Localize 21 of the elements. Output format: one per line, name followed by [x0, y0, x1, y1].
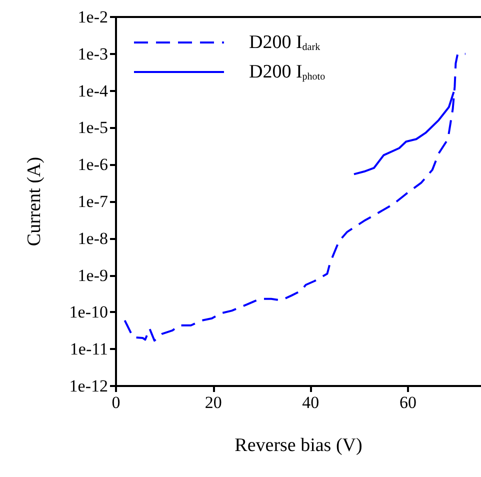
y-axis-title: Current (A) [24, 156, 45, 246]
x-tick-label: 20 [204, 393, 222, 412]
x-tick-label: 40 [302, 393, 320, 412]
y-tick-label: 1e-9 [78, 266, 108, 285]
y-tick-label: 1e-11 [70, 340, 108, 359]
y-tick-label: 1e-3 [78, 44, 108, 64]
y-tick-label: 1e-6 [78, 155, 108, 174]
y-tick-label: 1e-5 [78, 118, 108, 138]
line-series [124, 52, 466, 342]
x-tick-label: 60 [400, 393, 416, 412]
line-series [352, 90, 455, 176]
y-tick-label: 1e-12 [69, 376, 108, 396]
y-tick-label: 1e-7 [78, 192, 108, 211]
y-tick-label: 1e-4 [78, 81, 108, 100]
x-tick-label: 0 [112, 393, 120, 412]
legend-label: D200 Idark [249, 32, 320, 53]
y-tick-label: 1e-10 [69, 302, 108, 322]
x-axis-title: Reverse bias (V) [234, 435, 362, 456]
legend-label: D200 Iphoto [249, 62, 326, 82]
y-tick-label: 1e-8 [78, 228, 108, 248]
y-tick-label: 1e-2 [78, 8, 108, 26]
